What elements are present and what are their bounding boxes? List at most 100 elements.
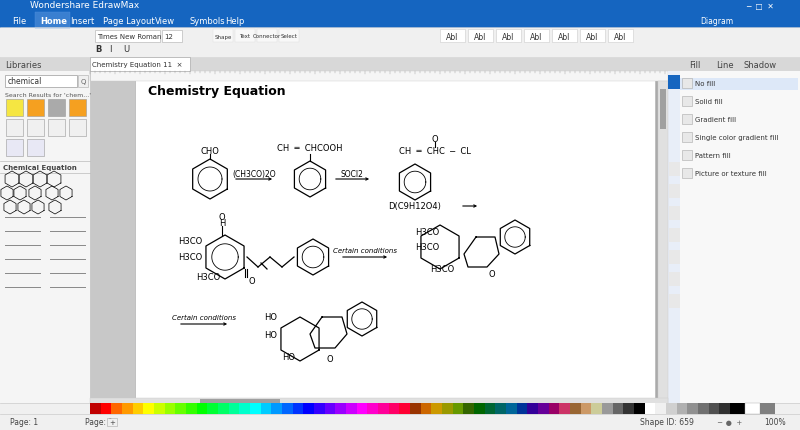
Text: Abl: Abl xyxy=(474,32,486,41)
Bar xyxy=(48,100,65,117)
Bar xyxy=(682,97,692,107)
Bar xyxy=(669,184,680,199)
Bar xyxy=(669,250,680,264)
Bar xyxy=(468,30,493,43)
Text: Symbols: Symbols xyxy=(190,16,226,25)
Bar xyxy=(0,72,90,403)
Bar xyxy=(101,403,111,414)
Bar xyxy=(27,120,44,137)
Bar xyxy=(623,403,634,414)
Bar xyxy=(719,403,730,414)
Text: Shape: Shape xyxy=(214,34,232,40)
Bar xyxy=(668,72,680,403)
Text: Abl: Abl xyxy=(558,32,570,41)
Text: HO: HO xyxy=(264,313,277,322)
Bar xyxy=(442,403,453,414)
Text: +: + xyxy=(109,419,115,425)
Bar xyxy=(90,82,668,403)
Bar xyxy=(335,403,346,414)
Text: H3CO: H3CO xyxy=(196,273,220,282)
Bar xyxy=(107,418,117,426)
Bar xyxy=(90,403,101,414)
Bar xyxy=(538,403,549,414)
Bar xyxy=(602,403,613,414)
Bar xyxy=(745,403,760,414)
Text: CH  ═  CHCOOH: CH ═ CHCOOH xyxy=(278,144,342,153)
Text: Insert: Insert xyxy=(70,16,94,25)
Bar xyxy=(239,403,250,414)
Bar xyxy=(760,403,775,414)
Bar xyxy=(658,82,668,403)
Bar xyxy=(524,30,549,43)
Bar xyxy=(6,140,23,157)
Text: I: I xyxy=(109,46,111,54)
Bar xyxy=(69,100,86,117)
Bar xyxy=(634,403,645,414)
Bar xyxy=(669,163,680,177)
Bar xyxy=(27,140,44,157)
Text: Times New Roman: Times New Roman xyxy=(97,34,162,40)
Bar xyxy=(668,72,800,403)
Text: O: O xyxy=(249,277,255,286)
Bar xyxy=(474,403,485,414)
Bar xyxy=(137,398,657,401)
Text: B: B xyxy=(95,46,102,54)
Text: H3CO: H3CO xyxy=(178,253,202,262)
Text: O: O xyxy=(489,270,495,279)
Bar xyxy=(175,403,186,414)
Bar xyxy=(660,90,666,130)
Text: Shape ID: 659: Shape ID: 659 xyxy=(640,418,694,427)
Text: Libraries: Libraries xyxy=(5,60,42,69)
Bar xyxy=(421,403,431,414)
Bar xyxy=(655,79,658,398)
Text: Abl: Abl xyxy=(502,32,514,41)
Bar xyxy=(27,100,44,117)
Bar xyxy=(135,77,655,398)
Bar xyxy=(122,403,133,414)
Text: Chemistry Equation 11  ×: Chemistry Equation 11 × xyxy=(92,62,182,68)
Bar xyxy=(213,30,233,43)
Bar xyxy=(303,403,314,414)
Bar xyxy=(410,403,421,414)
Bar xyxy=(709,403,719,414)
Bar xyxy=(570,403,581,414)
Text: Picture or texture fill: Picture or texture fill xyxy=(695,171,766,177)
Bar xyxy=(581,403,591,414)
Text: H3CO: H3CO xyxy=(415,243,439,252)
Bar xyxy=(143,403,154,414)
Bar xyxy=(453,403,463,414)
Text: Wondershare EdrawMax: Wondershare EdrawMax xyxy=(30,1,139,10)
Bar xyxy=(463,403,474,414)
Bar xyxy=(517,403,527,414)
Bar xyxy=(682,115,692,125)
Bar xyxy=(682,133,692,143)
Text: D(C9H12O4): D(C9H12O4) xyxy=(389,202,442,211)
Bar xyxy=(549,403,559,414)
Bar xyxy=(367,403,378,414)
Bar xyxy=(261,403,271,414)
Bar xyxy=(682,79,692,89)
Bar xyxy=(580,30,605,43)
Bar xyxy=(431,403,442,414)
Text: Chemical Equation: Chemical Equation xyxy=(3,165,77,171)
Text: HO: HO xyxy=(264,331,277,340)
Bar xyxy=(218,403,229,414)
Bar xyxy=(314,403,325,414)
Text: Gradient fill: Gradient fill xyxy=(695,117,736,123)
Bar xyxy=(0,0,800,13)
Text: Page Layout: Page Layout xyxy=(103,16,154,25)
Text: 12: 12 xyxy=(164,34,173,40)
Bar xyxy=(235,30,255,43)
Bar xyxy=(666,403,677,414)
Text: Line: Line xyxy=(716,60,734,69)
Text: HO: HO xyxy=(282,353,295,362)
Text: Chemistry Equation: Chemistry Equation xyxy=(148,84,286,97)
Text: Abl: Abl xyxy=(614,32,626,41)
Text: Solid fill: Solid fill xyxy=(695,99,722,105)
Bar xyxy=(90,58,190,72)
Bar xyxy=(154,403,165,414)
Bar xyxy=(48,120,65,137)
Bar xyxy=(687,403,698,414)
Text: ─  □  ✕: ─ □ ✕ xyxy=(746,1,774,10)
Text: Certain conditions: Certain conditions xyxy=(172,314,236,320)
